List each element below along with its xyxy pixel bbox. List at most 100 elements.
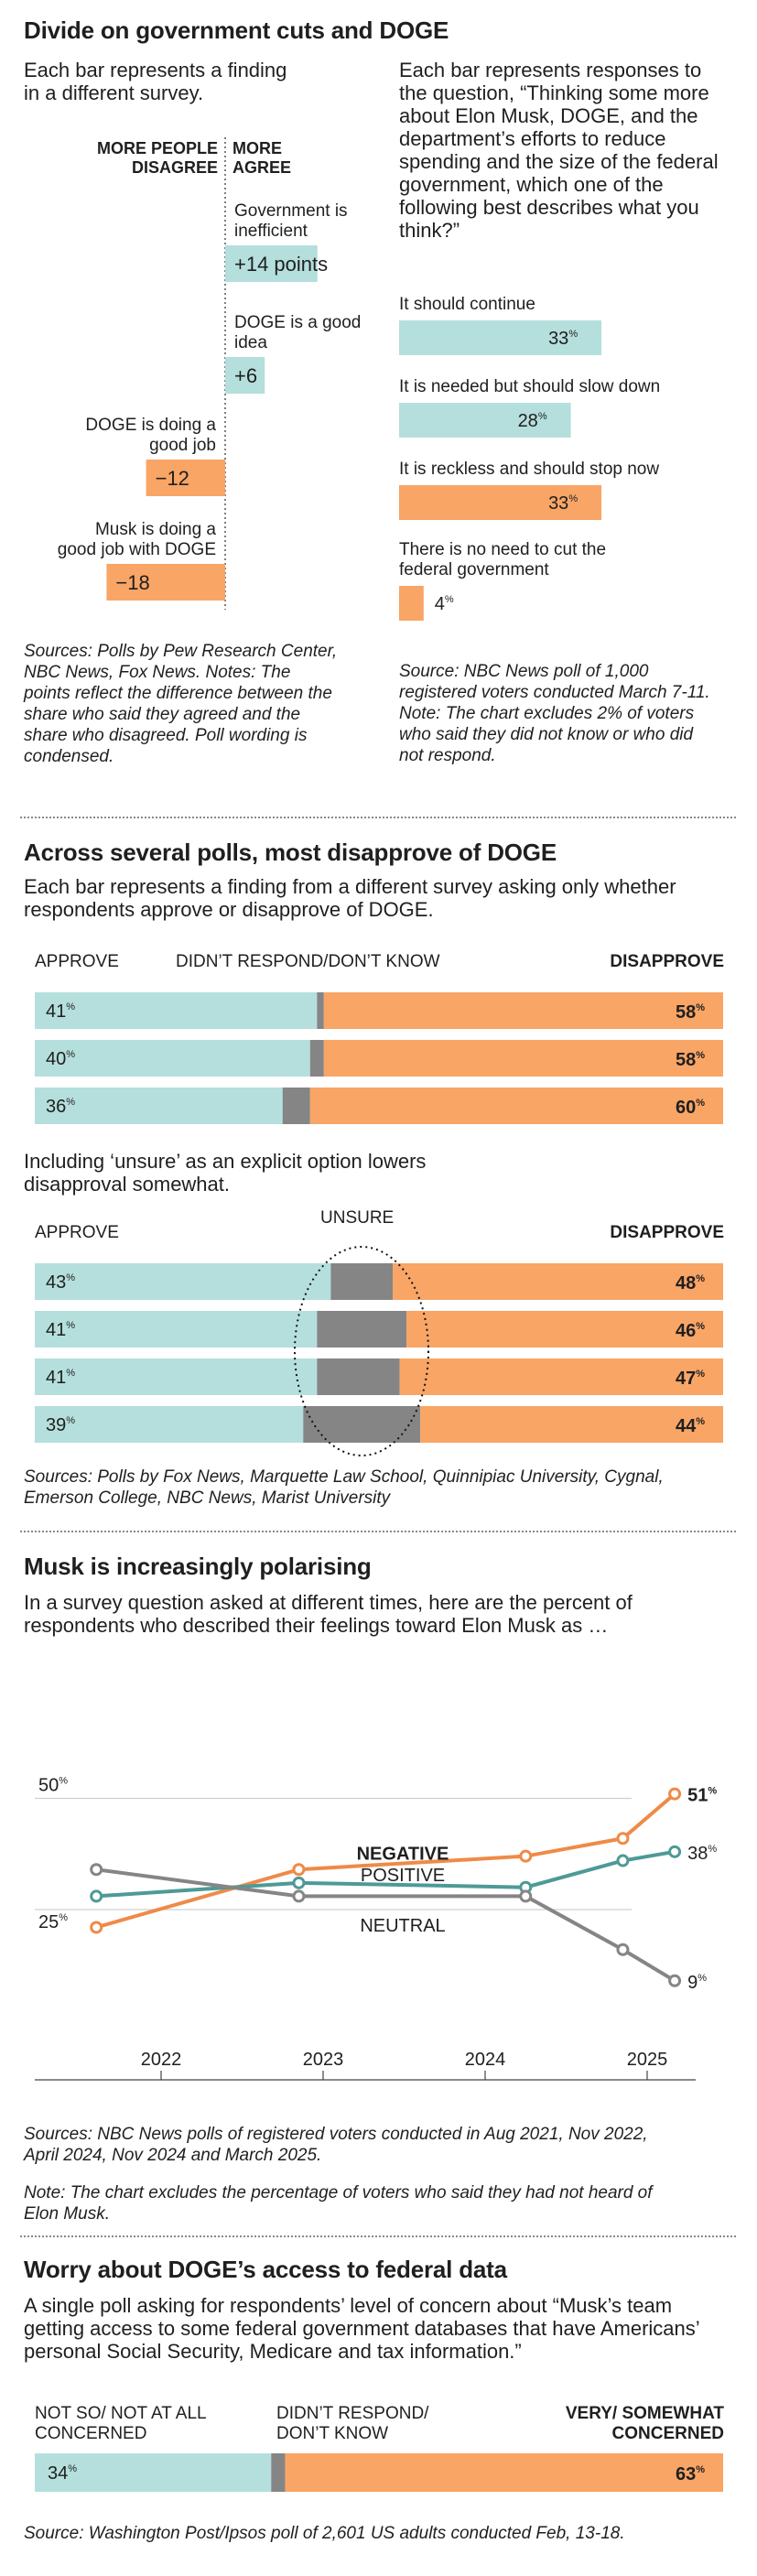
no-response-bar (271, 2453, 286, 2492)
net-bar-label: Musk is doing a (95, 520, 216, 539)
x-tick-label: 2024 (465, 2050, 506, 2070)
neutral-bar (317, 1358, 400, 1395)
series-name-label: POSITIVE (361, 1866, 445, 1886)
series-point (90, 1889, 103, 1903)
concerned-bar (285, 2453, 723, 2492)
col-agree-header: MORE AGREE (233, 139, 292, 177)
neutral-bar (303, 1406, 421, 1443)
net-bar-label: DOGE is a good (234, 313, 361, 332)
section2-intro: Each bar represents a finding from a dif… (24, 875, 676, 921)
approval-chart-a: 41% 58%40% 58%36% 60% (35, 992, 723, 1124)
header-no-response: DIDN’T RESPOND/DON’T KNOW (176, 952, 440, 971)
net-bar-label: good job with DOGE (58, 540, 216, 559)
header-not-concerned: NOT SO/ NOT AT ALL CONCERNED (35, 2404, 206, 2443)
concern-chart: 34% 63% (35, 2453, 723, 2492)
approve-bar (35, 1088, 283, 1124)
response-bar (399, 485, 602, 520)
neutral-bar (282, 1088, 310, 1124)
net-bar-value: −12 (156, 467, 189, 490)
series-point (292, 1863, 306, 1877)
series-end-label: 9% (687, 1973, 707, 1993)
series-name-label: NEUTRAL (360, 1916, 445, 1936)
series-point (668, 1787, 682, 1801)
response-bar (399, 320, 602, 355)
net-bar (225, 357, 265, 394)
net-bar-label: inefficient (234, 222, 308, 241)
disapprove-bar (393, 1263, 723, 1300)
neutral-bar (330, 1263, 394, 1300)
response-label: federal government (399, 560, 549, 579)
col-disagree-header: MORE PEOPLE DISAGREE (96, 139, 218, 177)
response-label: There is no need to cut the (399, 540, 606, 559)
header-approve: APPROVE (35, 952, 119, 971)
section1-left-intro: Each bar represents a finding in a diffe… (24, 59, 287, 104)
section2-subintro: Including ‘unsure’ as an explicit option… (24, 1150, 427, 1196)
unsure-highlight-ellipse (294, 1246, 429, 1456)
section1-right-intro: Each bar represents responses to the que… (399, 59, 719, 242)
series-point (292, 1876, 306, 1889)
response-label: It is reckless and should stop now (399, 460, 659, 479)
section3-intro: In a survey question asked at different … (24, 1591, 633, 1637)
section2-sources: Sources: Polls by Fox News, Marquette La… (24, 1467, 664, 1508)
response-bar (399, 586, 424, 621)
net-bar-label: DOGE is doing a (85, 416, 216, 435)
response-label: It is needed but should slow down (399, 377, 660, 396)
net-bar (225, 245, 318, 282)
net-bar-value: +6 (234, 364, 257, 387)
section1-right-sources: Source: NBC News poll of 1,000 registere… (399, 662, 710, 765)
disapprove-bar (406, 1311, 723, 1348)
series-point (668, 1845, 682, 1858)
y-tick-label: 25% (38, 1912, 68, 1932)
musk-feelings-line-chart: 25% 50% 2022 2023 2024 2025 51% 38% 9% NEGATIVEPO… (35, 1776, 717, 2081)
series-end-label: 38% (687, 1844, 717, 1864)
x-tick-label: 2023 (303, 2050, 344, 2070)
section4-intro: A single poll asking for respondents’ le… (24, 2294, 699, 2363)
y-tick-label: 50% (38, 1776, 68, 1796)
approve-bar (35, 992, 318, 1029)
neutral-bar (309, 1040, 324, 1077)
header-disapprove: DISAPPROVE (610, 952, 724, 971)
series-point (616, 1943, 630, 1956)
approval-chart-b: 43% 48%41% 46%41% 47%39% 44% (35, 1246, 723, 1456)
series-point (616, 1854, 630, 1867)
section4-sources: Source: Washington Post/Ipsos poll of 2,… (24, 2524, 625, 2543)
response-bar (399, 403, 571, 438)
section2-title: Across several polls, most disapprove of… (24, 839, 557, 866)
header-approve-b: APPROVE (35, 1223, 119, 1242)
divider (20, 2235, 736, 2237)
section4-title: Worry about DOGE’s access to federal dat… (24, 2256, 507, 2283)
net-bar-label: Government is (234, 201, 348, 221)
net-bar-label: good job (149, 436, 216, 455)
net-bar-label: idea (234, 333, 267, 352)
series-point (519, 1849, 533, 1863)
series-point (668, 1974, 682, 1987)
neutral-bar (317, 1311, 407, 1348)
series-point (90, 1863, 103, 1877)
approve-bar (35, 1406, 304, 1443)
response-value: 4% (435, 594, 454, 614)
approve-bar (35, 1040, 310, 1077)
x-tick-label: 2022 (141, 2050, 182, 2070)
response-label: It should continue (399, 295, 535, 314)
divider (20, 1531, 736, 1532)
series-point (292, 1889, 306, 1903)
section1-left-sources: Sources: Polls by Pew Research Center, N… (24, 642, 338, 766)
disapprove-bar (323, 992, 723, 1029)
series-point (616, 1832, 630, 1845)
net-bar-value: +14 points (234, 253, 328, 276)
section1-title: Divide on government cuts and DOGE (24, 16, 449, 44)
series-point (90, 1921, 103, 1934)
disapprove-bar (399, 1358, 723, 1395)
not-concerned-bar (35, 2453, 272, 2492)
net-bar-value: −18 (115, 571, 149, 594)
divider (20, 817, 736, 818)
header-concerned: VERY/ SOMEWHAT CONCERNED (565, 2404, 724, 2443)
section3-sources: Sources: NBC News polls of registered vo… (24, 2125, 648, 2165)
disapprove-bar (323, 1040, 723, 1077)
approve-bar (35, 1263, 331, 1300)
section3-title: Musk is increasingly polarising (24, 1553, 372, 1580)
neutral-bar (317, 992, 324, 1029)
net-bar (106, 564, 226, 601)
